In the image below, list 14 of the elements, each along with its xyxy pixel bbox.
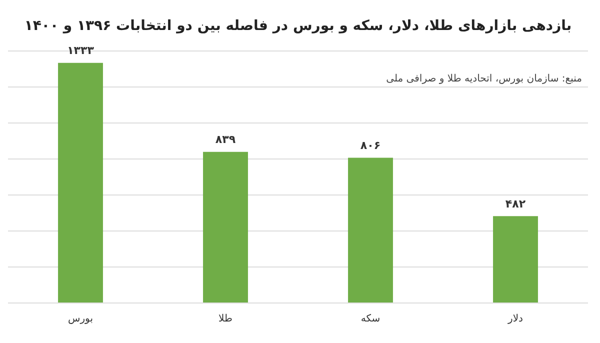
data-label: ۴۸۲ xyxy=(505,198,526,211)
bar xyxy=(203,152,248,302)
x-tick-label: طلا xyxy=(218,314,232,325)
bar xyxy=(493,216,538,302)
annotation: منبع: سازمان بورس، اتحادیه طلا و صرافی ملی xyxy=(386,73,582,84)
data-label: ۸۳۹ xyxy=(215,133,236,146)
chart-title: بازدهی بازارهای طلا، دلار، سکه و بورس در فاصله بین دو انتخابات ۱۳۹۶ و ۱۴۰۰ xyxy=(24,18,572,34)
x-tick-label: دلار xyxy=(507,314,523,325)
x-tick-label: سکه xyxy=(360,314,380,325)
bar xyxy=(58,62,103,302)
bar xyxy=(348,158,393,302)
data-label: ۸۰۶ xyxy=(360,139,381,152)
x-tick-label: بورس xyxy=(68,314,93,325)
data-label: ۱۳۳۳ xyxy=(67,44,94,58)
